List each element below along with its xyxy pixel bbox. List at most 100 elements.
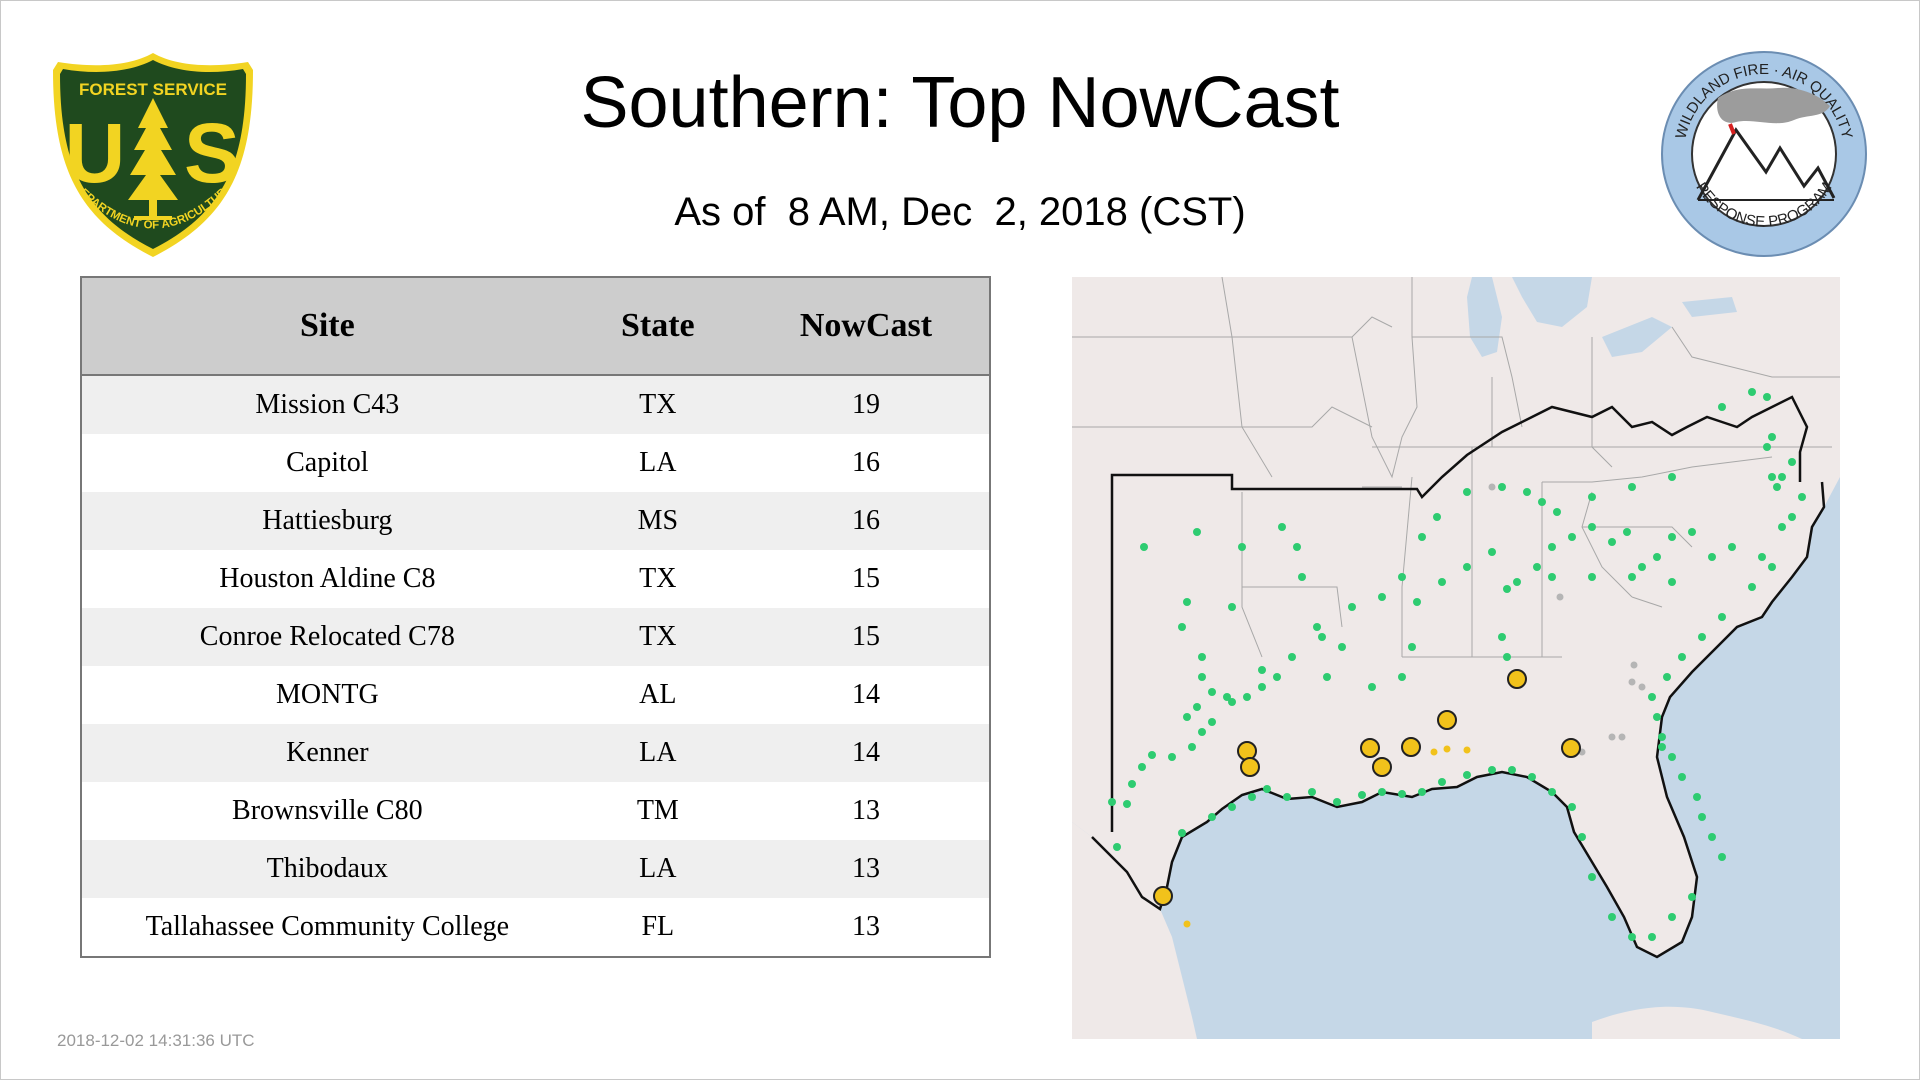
good-monitor-marker — [1348, 603, 1356, 611]
good-monitor-marker — [1678, 773, 1686, 781]
table-row: Mission C43 TX 19 — [81, 375, 990, 434]
good-monitor-marker — [1628, 483, 1636, 491]
good-monitor-marker — [1168, 753, 1176, 761]
good-monitor-marker — [1178, 623, 1186, 631]
logo-letter-s: S — [184, 106, 240, 200]
good-monitor-marker — [1568, 803, 1576, 811]
good-monitor-marker — [1188, 743, 1196, 751]
cell-site: MONTG — [81, 666, 573, 724]
good-monitor-marker — [1588, 493, 1596, 501]
good-monitor-marker — [1718, 403, 1726, 411]
logo-top-text: FOREST SERVICE — [79, 80, 227, 99]
good-monitor-marker — [1698, 633, 1706, 641]
good-monitor-marker — [1368, 683, 1376, 691]
good-monitor-marker — [1568, 533, 1576, 541]
cell-state: MS — [572, 492, 743, 550]
good-monitor-marker — [1413, 598, 1421, 606]
good-monitor-marker — [1548, 573, 1556, 581]
good-monitor-marker — [1708, 553, 1716, 561]
cell-nowcast: 13 — [742, 782, 990, 840]
good-monitor-marker — [1198, 728, 1206, 736]
nodata-monitor-marker — [1628, 678, 1636, 686]
good-monitor-marker — [1688, 528, 1696, 536]
good-monitor-marker — [1588, 873, 1596, 881]
good-monitor-marker — [1248, 793, 1256, 801]
table-row: Tallahassee Community College FL 13 — [81, 898, 990, 957]
good-monitor-marker — [1668, 533, 1676, 541]
good-monitor-marker — [1113, 843, 1121, 851]
header-site: Site — [81, 277, 573, 376]
table-row: MONTG AL 14 — [81, 666, 990, 724]
good-monitor-marker — [1533, 563, 1541, 571]
good-monitor-marker — [1668, 578, 1676, 586]
good-monitor-marker — [1548, 788, 1556, 796]
state-borders — [1072, 277, 1840, 658]
cell-nowcast: 16 — [742, 434, 990, 492]
good-monitor-marker — [1433, 513, 1441, 521]
good-monitor-marker — [1773, 483, 1781, 491]
cell-state: AL — [572, 666, 743, 724]
good-monitor-marker — [1658, 743, 1666, 751]
good-monitor-marker — [1398, 673, 1406, 681]
cell-site: Conroe Relocated C78 — [81, 608, 573, 666]
good-monitor-marker — [1463, 771, 1471, 779]
good-monitor-marker — [1698, 813, 1706, 821]
good-monitor-marker — [1748, 388, 1756, 396]
cell-site: Brownsville C80 — [81, 782, 573, 840]
good-monitor-marker — [1668, 913, 1676, 921]
lake-erie — [1602, 317, 1672, 357]
good-monitor-marker — [1408, 643, 1416, 651]
cell-nowcast: 19 — [742, 375, 990, 434]
table-row: Houston Aldine C8 TX 15 — [81, 550, 990, 608]
nodata-monitor-marker — [1630, 661, 1638, 669]
table-row: Hattiesburg MS 16 — [81, 492, 990, 550]
table-row: Brownsville C80 TM 13 — [81, 782, 990, 840]
moderate-small-marker — [1443, 745, 1451, 753]
good-monitor-marker — [1398, 790, 1406, 798]
table-row: Thibodaux LA 13 — [81, 840, 990, 898]
good-monitor-marker — [1198, 673, 1206, 681]
top-site-marker — [1237, 741, 1257, 761]
good-monitor-marker — [1208, 688, 1216, 696]
top-site-marker — [1153, 886, 1173, 906]
cell-site: Houston Aldine C8 — [81, 550, 573, 608]
nodata-monitor-marker — [1556, 593, 1564, 601]
good-monitor-marker — [1688, 893, 1696, 901]
nodata-monitor-marker — [1638, 683, 1646, 691]
top-site-marker — [1401, 737, 1421, 757]
cell-nowcast: 15 — [742, 608, 990, 666]
good-monitor-marker — [1228, 698, 1236, 706]
good-monitor-marker — [1298, 573, 1306, 581]
top-nowcast-table: Site State NowCast Mission C43 TX 19 Cap… — [80, 276, 991, 958]
good-monitor-marker — [1538, 498, 1546, 506]
good-monitor-marker — [1513, 578, 1521, 586]
cell-site: Capitol — [81, 434, 573, 492]
good-monitor-marker — [1418, 788, 1426, 796]
good-monitor-marker — [1238, 543, 1246, 551]
cell-site: Kenner — [81, 724, 573, 782]
good-monitor-marker — [1488, 548, 1496, 556]
moderate-small-marker — [1463, 746, 1471, 754]
cell-state: FL — [572, 898, 743, 957]
good-monitor-marker — [1278, 523, 1286, 531]
good-monitor-marker — [1198, 653, 1206, 661]
good-monitor-marker — [1498, 633, 1506, 641]
good-monitor-marker — [1718, 613, 1726, 621]
good-monitor-marker — [1223, 693, 1231, 701]
good-monitor-marker — [1748, 583, 1756, 591]
good-monitor-marker — [1668, 473, 1676, 481]
header-nowcast: NowCast — [742, 277, 990, 376]
page-subtitle: As of 8 AM, Dec 2, 2018 (CST) — [674, 190, 1246, 234]
good-monitor-marker — [1463, 563, 1471, 571]
region-boundary — [1110, 395, 1809, 832]
cell-site: Thibodaux — [81, 840, 573, 898]
good-monitor-marker — [1208, 718, 1216, 726]
cell-state: LA — [572, 724, 743, 782]
good-monitor-marker — [1193, 703, 1201, 711]
cell-nowcast: 15 — [742, 550, 990, 608]
good-monitor-marker — [1788, 513, 1796, 521]
good-monitor-marker — [1553, 508, 1561, 516]
good-monitor-marker — [1398, 573, 1406, 581]
good-monitor-marker — [1778, 523, 1786, 531]
good-monitor-marker — [1378, 593, 1386, 601]
